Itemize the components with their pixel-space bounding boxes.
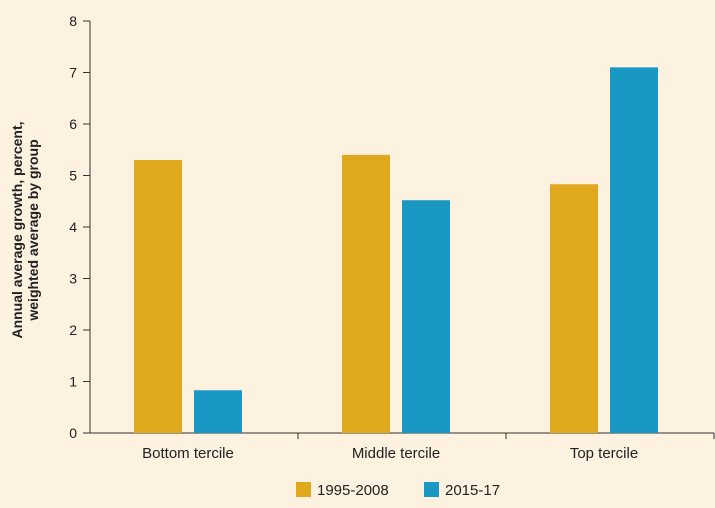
legend-label: 2015-17 [445,482,500,499]
legend-swatch [424,482,439,497]
x-tick-label: Top tercile [570,445,638,462]
x-axis: Bottom tercile Middle tercile Top tercile [90,432,715,462]
y-tick-label: 4 [69,219,77,235]
bar [134,160,182,434]
legend-label: 1995-2008 [317,482,389,499]
legend-swatch [296,482,311,497]
bar [610,67,658,433]
bars [134,67,658,434]
bar [550,184,598,433]
y-tick-label: 8 [69,13,77,29]
bar [194,390,242,433]
y-tick-label: 2 [69,322,77,338]
x-tick-label: Middle tercile [352,445,440,462]
y-tick-label: 6 [69,116,77,132]
x-tick-label: Bottom tercile [142,445,234,462]
bar [342,154,390,433]
y-tick-label: 1 [69,374,77,390]
y-axis: 0 1 2 3 4 5 6 7 8 [69,13,91,441]
y-tick-label: 7 [69,65,77,81]
bar [402,200,450,433]
y-tick-label: 5 [69,168,77,184]
legend: 1995-2008 2015-17 [296,482,500,499]
y-tick-label: 0 [69,425,77,441]
y-axis-title: Annual average growth, percent, weighted … [9,121,41,338]
y-axis-title-line: weighted average by group [25,139,41,321]
y-axis-title-line: Annual average growth, percent, [9,121,25,338]
y-tick-label: 3 [69,271,77,287]
